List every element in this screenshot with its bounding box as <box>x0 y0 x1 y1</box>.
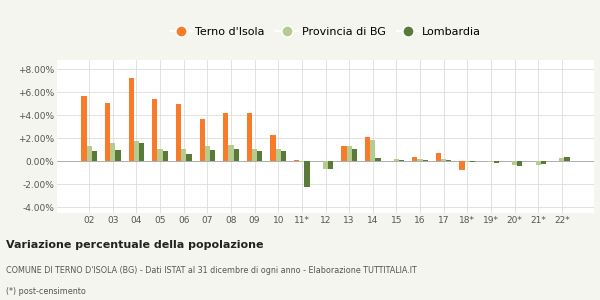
Bar <box>247 113 252 161</box>
Bar <box>105 103 110 161</box>
Bar <box>488 161 494 162</box>
Bar <box>252 149 257 161</box>
Bar <box>536 161 541 165</box>
Bar <box>565 157 569 161</box>
Bar <box>341 146 347 161</box>
Bar <box>157 148 163 161</box>
Bar <box>418 159 422 161</box>
Bar <box>352 149 357 161</box>
Bar <box>394 159 399 161</box>
Bar <box>205 146 210 161</box>
Bar <box>200 119 205 161</box>
Bar <box>517 161 523 166</box>
Bar <box>422 160 428 161</box>
Bar <box>275 149 281 161</box>
Bar <box>92 152 97 161</box>
Bar <box>229 145 233 161</box>
Bar <box>441 159 446 161</box>
Bar <box>139 143 144 161</box>
Bar <box>464 161 470 162</box>
Bar <box>328 161 333 169</box>
Bar <box>86 146 92 161</box>
Bar <box>187 154 191 161</box>
Bar <box>494 161 499 163</box>
Bar <box>460 161 464 170</box>
Bar <box>210 150 215 161</box>
Bar <box>541 161 546 164</box>
Bar <box>412 157 418 161</box>
Bar <box>323 161 328 169</box>
Bar <box>82 96 86 161</box>
Bar <box>110 143 115 161</box>
Bar <box>233 148 239 161</box>
Bar <box>294 160 299 161</box>
Bar <box>436 153 441 161</box>
Text: Variazione percentuale della popolazione: Variazione percentuale della popolazione <box>6 239 263 250</box>
Bar <box>304 161 310 187</box>
Bar <box>376 158 380 161</box>
Text: COMUNE DI TERNO D'ISOLA (BG) - Dati ISTAT al 31 dicembre di ogni anno - Elaboraz: COMUNE DI TERNO D'ISOLA (BG) - Dati ISTA… <box>6 266 417 275</box>
Bar <box>365 137 370 161</box>
Text: (*) post-censimento: (*) post-censimento <box>6 287 86 296</box>
Bar <box>176 104 181 161</box>
Bar <box>559 158 565 161</box>
Bar <box>134 140 139 161</box>
Bar <box>115 150 121 161</box>
Bar <box>399 160 404 161</box>
Legend: Terno d'Isola, Provincia di BG, Lombardia: Terno d'Isola, Provincia di BG, Lombardi… <box>166 23 485 42</box>
Bar <box>223 113 229 161</box>
Bar <box>271 135 275 161</box>
Bar <box>257 152 262 161</box>
Bar <box>128 78 134 161</box>
Bar <box>281 152 286 161</box>
Bar <box>152 99 157 161</box>
Bar <box>181 149 187 161</box>
Bar <box>446 160 451 161</box>
Bar <box>512 161 517 165</box>
Bar <box>299 161 304 162</box>
Bar <box>347 146 352 161</box>
Bar <box>163 151 168 161</box>
Bar <box>370 140 376 161</box>
Bar <box>470 161 475 162</box>
